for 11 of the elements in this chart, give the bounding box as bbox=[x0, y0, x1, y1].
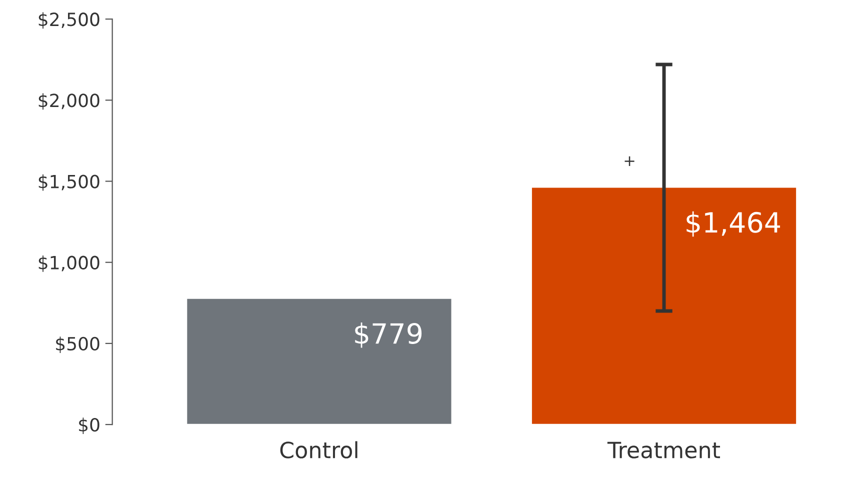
data-label: $779 bbox=[355, 322, 422, 348]
y-tick-label: $0 bbox=[79, 418, 100, 434]
x-tick-label: Control bbox=[280, 441, 358, 458]
data-label: $1,464 bbox=[686, 211, 780, 237]
annotation: + bbox=[624, 156, 634, 166]
y-tick-label: $2,500 bbox=[38, 12, 100, 29]
y-tick-label: $1,500 bbox=[38, 174, 100, 191]
y-tick-label: $500 bbox=[56, 336, 100, 353]
y-tick-label: $2,000 bbox=[38, 93, 100, 110]
y-tick-label: $1,000 bbox=[38, 255, 100, 272]
x-tick-label: Treatment bbox=[607, 442, 720, 458]
